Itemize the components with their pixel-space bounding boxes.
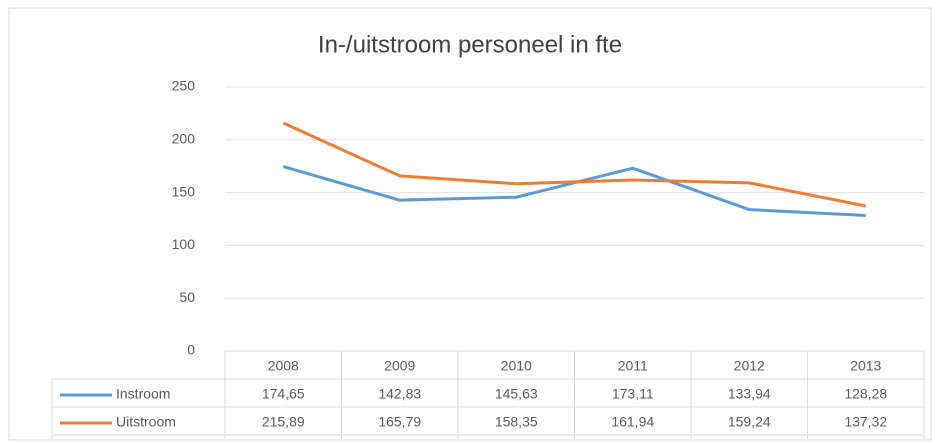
x-tick-label: 2013 xyxy=(850,358,881,374)
y-tick-label: 200 xyxy=(172,131,196,147)
table-value: 128,28 xyxy=(844,386,887,402)
legend-label: Instroom xyxy=(116,386,170,402)
table-value: 165,79 xyxy=(378,414,421,430)
y-tick-label: 150 xyxy=(172,183,196,199)
series-line xyxy=(282,121,867,208)
x-tick-label: 2011 xyxy=(618,358,648,374)
x-tick-label: 2010 xyxy=(501,358,532,374)
chart-title: In-/uitstroom personeel in fte xyxy=(318,31,622,58)
y-tick-label: 0 xyxy=(187,342,195,358)
y-tick-label: 50 xyxy=(179,289,195,305)
table-value: 137,32 xyxy=(844,414,887,430)
table-value: 133,94 xyxy=(728,386,771,402)
table-value: 159,24 xyxy=(728,414,771,430)
table-value: 173,11 xyxy=(612,386,654,402)
table-value: 215,89 xyxy=(262,414,305,430)
chart-frame xyxy=(8,7,932,441)
table-value: 142,83 xyxy=(378,386,421,402)
y-tick-label: 250 xyxy=(172,78,196,94)
table-value: 174,65 xyxy=(262,386,305,402)
x-tick-label: 2012 xyxy=(734,358,765,374)
x-tick-label: 2009 xyxy=(384,358,415,374)
legend-label: Uitstroom xyxy=(116,414,176,430)
table-value: 145,63 xyxy=(495,386,538,402)
table-value: 158,35 xyxy=(495,414,538,430)
x-tick-label: 2008 xyxy=(268,358,299,374)
y-tick-label: 100 xyxy=(172,236,196,252)
table-value: 161,94 xyxy=(611,414,654,430)
